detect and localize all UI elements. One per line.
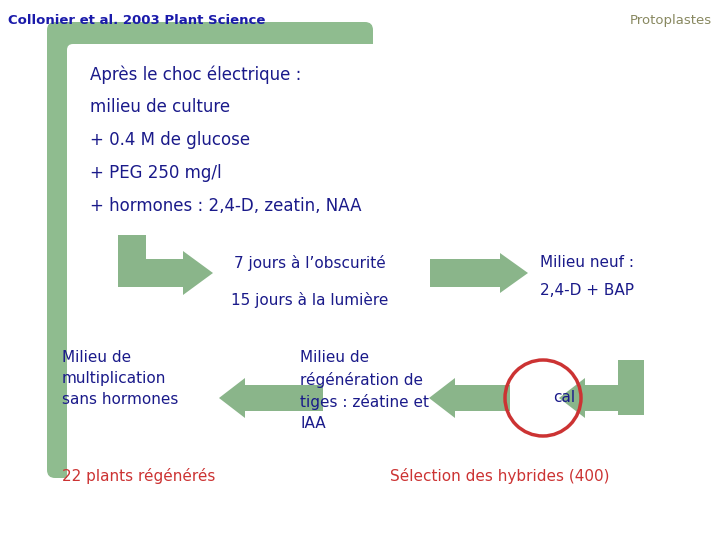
Text: + hormones : 2,4-D, zeatin, NAA: + hormones : 2,4-D, zeatin, NAA xyxy=(90,197,361,215)
Text: 2,4-D + BAP: 2,4-D + BAP xyxy=(540,283,634,298)
FancyBboxPatch shape xyxy=(585,385,644,411)
Polygon shape xyxy=(429,378,455,418)
Polygon shape xyxy=(559,378,585,418)
FancyBboxPatch shape xyxy=(618,360,644,415)
Text: Collonier et al. 2003 Plant Science: Collonier et al. 2003 Plant Science xyxy=(8,14,266,27)
FancyBboxPatch shape xyxy=(67,44,719,516)
Text: 7 jours à l’obscurité: 7 jours à l’obscurité xyxy=(234,255,386,271)
Text: cal: cal xyxy=(553,390,575,406)
Text: 22 plants régénérés: 22 plants régénérés xyxy=(62,468,215,484)
Text: 15 jours à la lumière: 15 jours à la lumière xyxy=(231,292,389,308)
Text: Protoplastes: Protoplastes xyxy=(630,14,712,27)
Text: Sélection des hybrides (400): Sélection des hybrides (400) xyxy=(390,468,610,484)
FancyBboxPatch shape xyxy=(245,385,323,411)
Text: milieu de culture: milieu de culture xyxy=(90,98,230,116)
Polygon shape xyxy=(183,251,213,295)
Text: Après le choc électrique :: Après le choc électrique : xyxy=(90,65,302,84)
Text: + 0.4 M de glucose: + 0.4 M de glucose xyxy=(90,131,250,149)
FancyBboxPatch shape xyxy=(118,259,183,287)
FancyBboxPatch shape xyxy=(430,259,500,287)
FancyBboxPatch shape xyxy=(455,385,510,411)
Polygon shape xyxy=(219,378,245,418)
Polygon shape xyxy=(500,253,528,293)
Text: Milieu neuf :: Milieu neuf : xyxy=(540,255,634,270)
Text: + PEG 250 mg/l: + PEG 250 mg/l xyxy=(90,164,222,182)
FancyBboxPatch shape xyxy=(47,22,373,478)
FancyBboxPatch shape xyxy=(118,235,146,287)
Text: Milieu de
régénération de
tiges : zéatine et
IAA: Milieu de régénération de tiges : zéatin… xyxy=(300,350,429,431)
Text: Milieu de
multiplication
sans hormones: Milieu de multiplication sans hormones xyxy=(62,350,179,407)
